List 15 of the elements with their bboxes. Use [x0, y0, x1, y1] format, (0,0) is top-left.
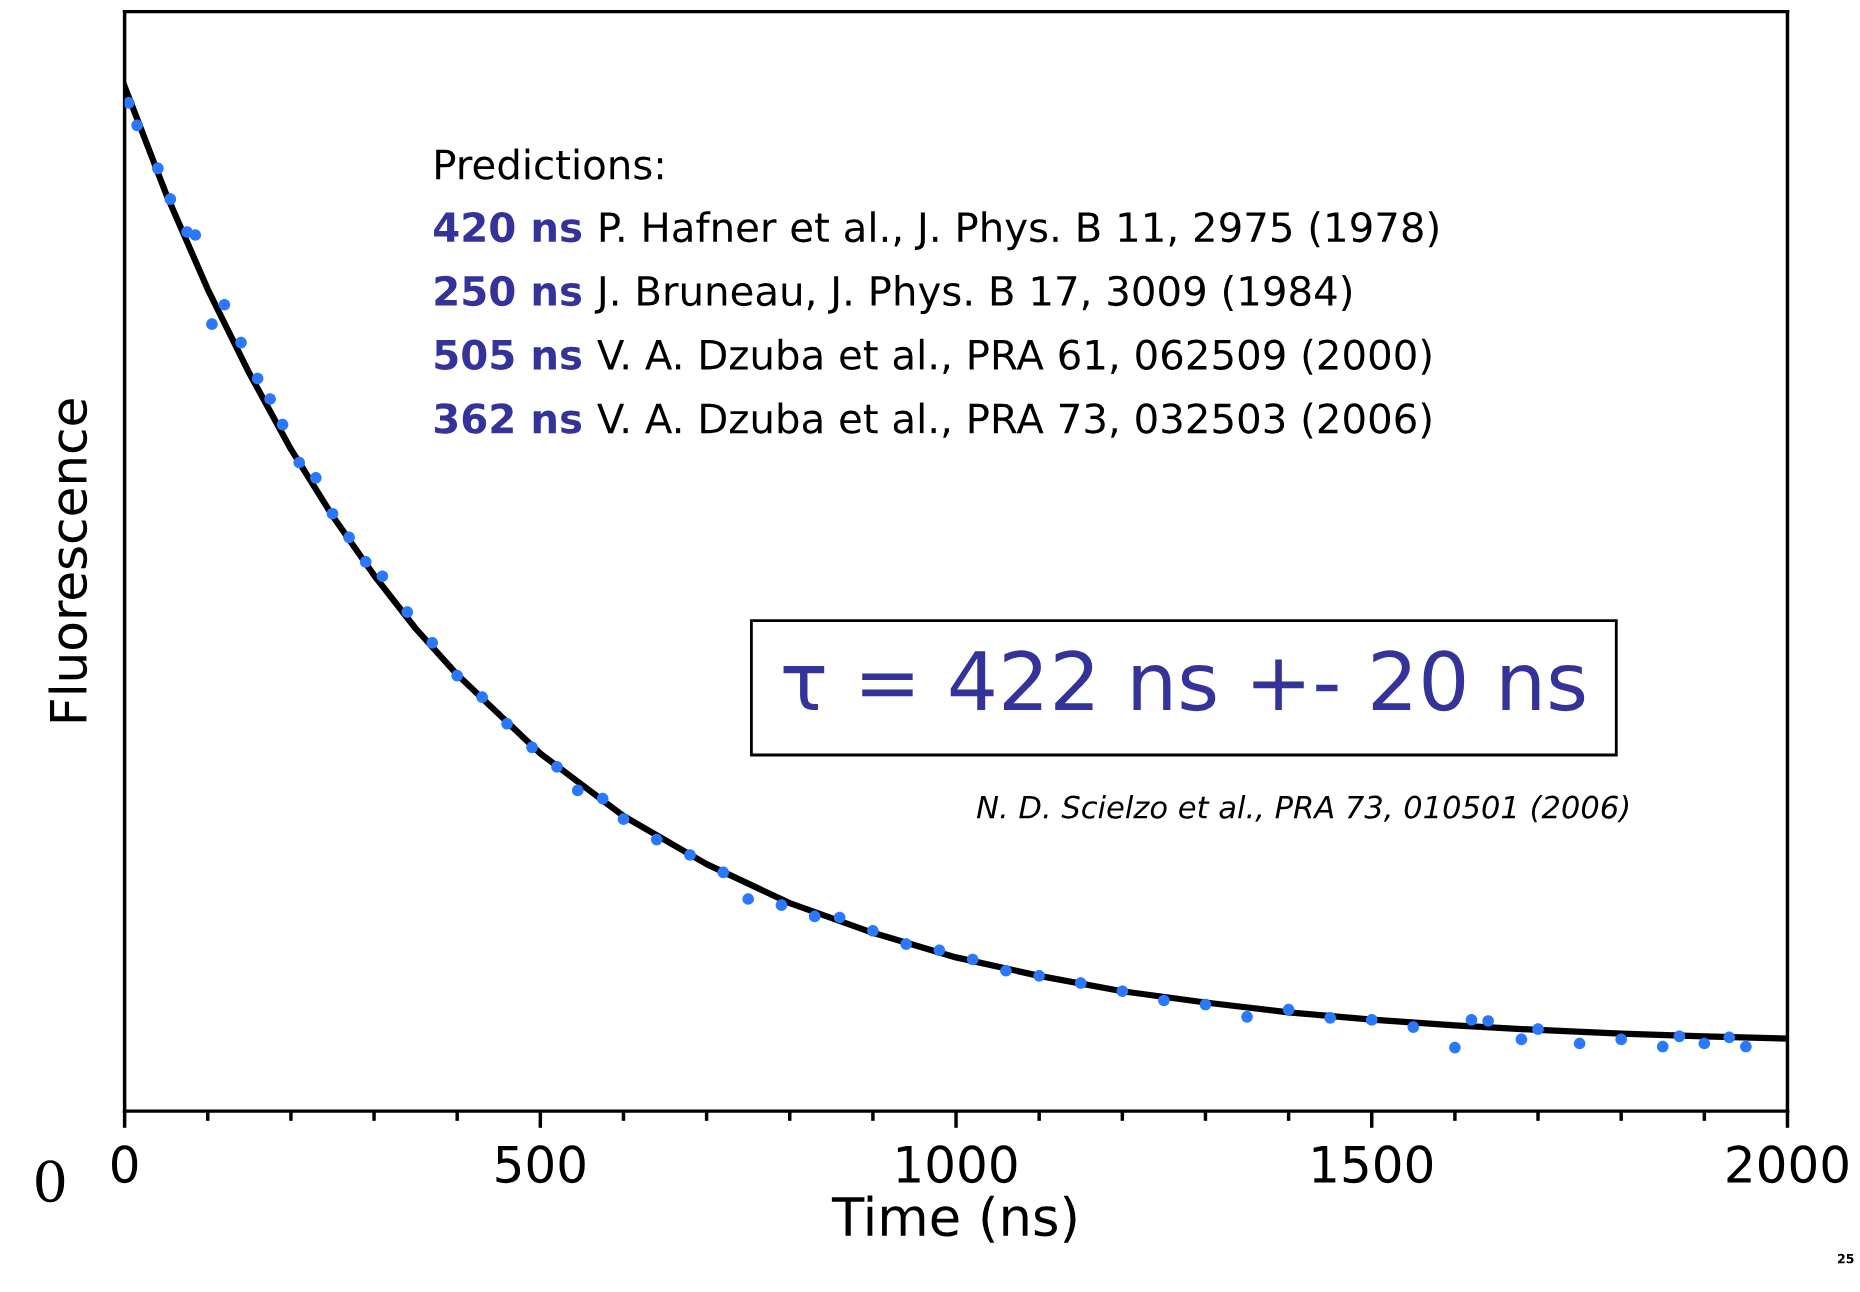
annotation: 505 ns V. A. Dzuba et al., PRA 61, 062509 (2000): [435, 338, 1431, 375]
x-tick-label: 1000: [897, 1145, 1017, 1184]
annotation: 362 ns V. A. Dzuba et al., PRA 73, 032503 (2006): [434, 402, 1431, 439]
x-tick-label: 500: [496, 1145, 585, 1184]
annotation: N. D. Scielzo et al., PRA 73, 010501 (2006): [976, 795, 1629, 823]
x-tick-label: 1500: [1313, 1145, 1433, 1184]
x-tick-label: 0: [112, 1145, 138, 1184]
x-axis-title: Time (ns): [831, 1195, 1076, 1243]
annotation: τ = 422 ns +- 20 ns: [783, 650, 1585, 712]
annotation: Predictions:: [436, 148, 663, 180]
x-tick-label: 2000: [1727, 1145, 1848, 1184]
annotation: 420 ns P. Hafner et al., J. Phys. B 11, 2975 (1978): [434, 211, 1438, 251]
annotation: 250 ns J. Bruneau, J. Phys. B 17, 3009 (1984): [435, 275, 1351, 314]
text: 25: [1838, 1253, 1854, 1264]
y-axis-title: Fluorescence: [48, 399, 88, 722]
